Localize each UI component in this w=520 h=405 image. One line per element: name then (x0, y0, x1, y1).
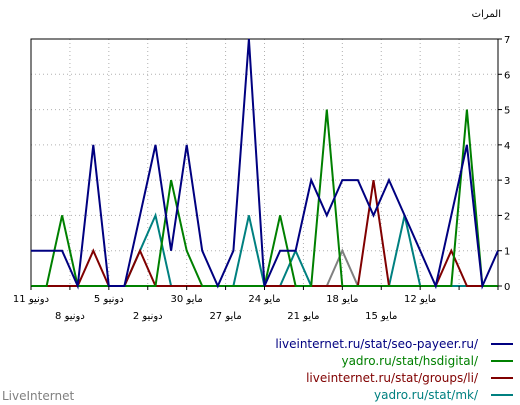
legend-label: liveinternet.ru/stat/groups/li/ (306, 371, 479, 385)
plot-frame (30, 38, 499, 287)
y-tick-label: 1 (504, 247, 510, 258)
y-axis-title: المرات (472, 9, 501, 20)
y-tick-label: 4 (504, 141, 510, 152)
x-tick-label: 30 مايو (171, 294, 203, 305)
x-axis: 11 دونيو 5 دونيو 30 مايو 24 مايو 18 مايو 12 م… (13, 286, 499, 322)
x-tick-label: 18 مايو (326, 294, 358, 305)
x-tick-label: 24 مايو (248, 294, 280, 305)
y-tick-label: 7 (504, 35, 510, 46)
legend-label: yadro.ru/stat/mk/ (374, 388, 479, 402)
x-tick-label: 27 مايو (209, 311, 241, 322)
y-tick-label: 5 (504, 106, 510, 117)
x-tick-label: 12 مايو (404, 294, 436, 305)
x-tick-label: 5 دونيو (94, 294, 124, 305)
y-axis: 0 1 2 3 4 5 6 7 (498, 35, 510, 293)
series-line-1 (31, 38, 499, 290)
x-tick-label: 21 مايو (287, 311, 319, 322)
legend-label: liveinternet.ru/stat/seo-payeer.ru/ (275, 337, 479, 351)
footer-brand: LiveInternet (2, 389, 74, 403)
y-tick-label: 0 (504, 282, 510, 293)
y-tick-label: 3 (504, 176, 510, 187)
legend: liveinternet.ru/stat/seo-payeer.ru/yadro… (275, 337, 513, 402)
y-tick-label: 2 (504, 211, 510, 222)
series-layer (31, 38, 499, 290)
x-tick-label: 2 دونيو (133, 311, 163, 322)
x-tick-label: 11 دونيو (13, 294, 49, 305)
legend-label: yadro.ru/stat/hsdigital/ (341, 354, 478, 368)
x-tick-label: 8 دونيو (55, 311, 85, 322)
x-tick-label: 15 مايو (365, 311, 397, 322)
y-tick-label: 6 (504, 70, 510, 81)
grid (31, 39, 498, 286)
